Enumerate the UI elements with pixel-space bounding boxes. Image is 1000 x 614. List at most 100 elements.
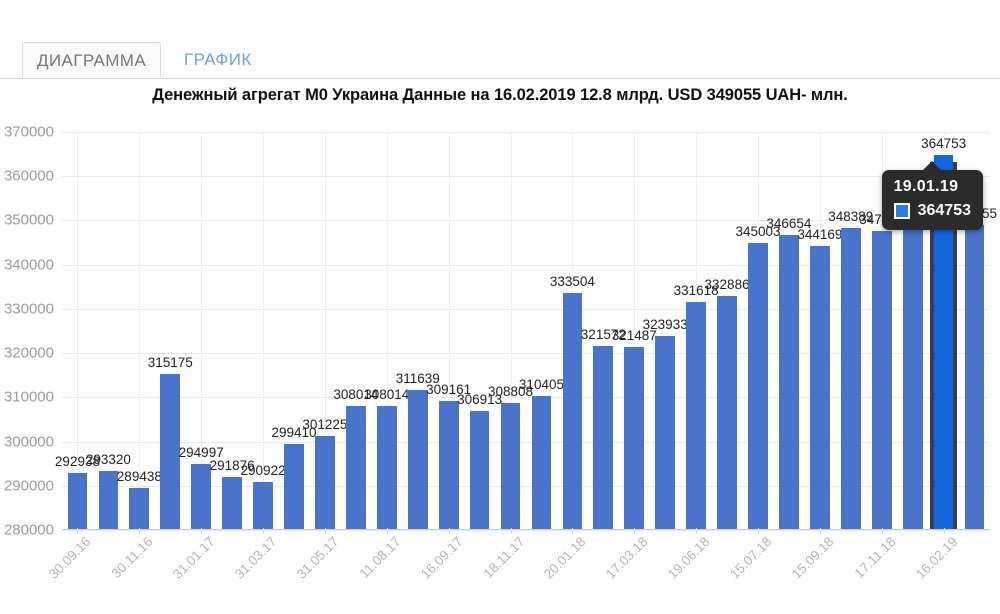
grid-line	[62, 485, 990, 487]
bar-value-label: 321487	[611, 327, 657, 343]
x-axis-tick	[572, 528, 574, 534]
x-axis-tick-label: 19.06.18	[664, 534, 713, 582]
x-axis-tick	[201, 528, 203, 534]
grid-line	[62, 530, 990, 531]
x-axis-tick-label: 30.11.16	[108, 534, 156, 582]
x-axis-tick-label: 16.09.17	[417, 534, 466, 582]
bar[interactable]	[345, 406, 366, 530]
bar[interactable]	[748, 242, 768, 530]
bar[interactable]	[840, 227, 861, 530]
bar-value-label: 346654	[766, 216, 812, 232]
y-axis-tick-label: 280000	[3, 521, 54, 539]
bar-value-label: 310405	[518, 376, 564, 392]
x-axis-tick	[324, 528, 326, 534]
bar-value-label: 345003	[735, 223, 781, 239]
tab-graph[interactable]: ГРАФИК	[184, 50, 252, 69]
chart-plot-area: 292938 293320 289438 315175 294997 291876 2909…	[55, 132, 997, 531]
bar-value-label: 331618	[673, 282, 719, 298]
vertical-grid-line	[634, 132, 636, 530]
x-axis-tick	[77, 528, 79, 534]
grid-line	[62, 176, 990, 178]
grid-line	[62, 308, 990, 310]
bar-value-label: 309161	[426, 382, 472, 398]
bar-value-label: 306913	[457, 391, 503, 407]
bar-value-label: 311639	[395, 371, 440, 387]
grid-line	[62, 353, 990, 355]
bar-value-label: 332886	[704, 277, 750, 293]
bar-value-label: 321572	[580, 327, 626, 343]
vertical-grid-line	[77, 132, 79, 530]
bar[interactable]	[593, 346, 614, 530]
bar[interactable]	[315, 436, 335, 530]
tab-bar: ДИАГРАММА ГРАФИК	[0, 42, 1000, 79]
bar[interactable]	[531, 395, 552, 530]
bar[interactable]	[191, 463, 212, 530]
vertical-grid-line	[386, 132, 388, 530]
x-axis-tick	[634, 528, 636, 534]
x-axis-tick	[386, 528, 388, 534]
bar[interactable]	[562, 293, 583, 530]
x-axis-tick-label: 15.07.18	[726, 534, 775, 582]
vertical-grid-line	[201, 132, 203, 530]
grid-line	[62, 397, 990, 399]
bar[interactable]	[779, 235, 799, 530]
x-axis-tick	[510, 528, 512, 534]
x-axis-tick-label: 16.02.19	[912, 534, 961, 582]
bar-value-label: 292938	[54, 453, 100, 469]
bar[interactable]	[253, 481, 273, 530]
bar[interactable]	[902, 212, 923, 530]
bar[interactable]	[284, 444, 304, 530]
bar-value-label: 294997	[178, 444, 224, 460]
bar[interactable]	[98, 471, 119, 530]
x-axis-tick-label: 31.03.17	[231, 534, 280, 582]
bar-value-label: 315175	[147, 355, 193, 371]
x-axis-tick-label: 31.05.17	[293, 534, 342, 582]
bar[interactable]	[438, 401, 459, 530]
bar[interactable]	[686, 301, 707, 530]
bar-value-label: 301225	[302, 417, 348, 433]
bar[interactable]	[717, 296, 737, 530]
bar[interactable]	[67, 472, 88, 530]
x-axis-tick	[139, 528, 141, 534]
x-axis-labels: 30.09.16 30.11.16 31.01.17 31.03.17 31.05.17…	[46, 528, 990, 614]
tab-diagram[interactable]: ДИАГРАММА	[22, 42, 162, 77]
x-axis-tick-label: 18.11.17	[480, 534, 528, 582]
x-axis-tick	[263, 528, 265, 534]
bar[interactable]	[407, 390, 428, 530]
bar[interactable]	[624, 346, 645, 530]
bar[interactable]	[129, 488, 150, 530]
bar[interactable]	[222, 477, 243, 530]
bar-value-label: 323933	[642, 316, 688, 332]
bar[interactable]	[160, 374, 181, 530]
tooltip-value: 364753	[917, 202, 971, 219]
grid-line	[62, 132, 990, 133]
bar[interactable]	[871, 230, 892, 530]
tooltip-series-swatch-icon	[893, 203, 910, 219]
y-axis-tick-label: 310000	[3, 388, 54, 406]
bar[interactable]	[500, 402, 521, 530]
x-axis-tick	[819, 528, 821, 534]
x-axis-tick	[696, 528, 698, 534]
y-axis-labels: 280000 290000 300000 310000 320000 330000 3400…	[0, 124, 58, 539]
bar[interactable]	[469, 411, 490, 530]
bar[interactable]	[655, 335, 676, 530]
bar[interactable]	[964, 224, 985, 530]
bar[interactable]	[809, 246, 830, 530]
grid-line	[62, 264, 990, 266]
chart-tooltip: 19.01.19 364753	[881, 161, 983, 230]
bar-value-label: 291876	[209, 458, 255, 474]
bar-value-label: 333504	[549, 274, 595, 290]
tooltip-arrow-icon	[923, 161, 942, 170]
bar-value-label: 299410	[271, 425, 317, 441]
y-axis-tick-label: 320000	[3, 344, 54, 362]
bar[interactable]	[933, 155, 954, 530]
y-axis-tick-label: 340000	[3, 256, 54, 274]
y-axis-tick-label: 350000	[3, 211, 54, 229]
vertical-grid-line	[510, 132, 512, 530]
bar[interactable]	[376, 406, 397, 530]
bar-value-label: 308014	[333, 387, 379, 403]
x-axis-tick	[448, 528, 450, 534]
y-axis-tick-label: 360000	[3, 167, 54, 185]
x-axis-line	[62, 529, 990, 530]
x-axis-tick-label: 30.09.16	[46, 534, 95, 582]
